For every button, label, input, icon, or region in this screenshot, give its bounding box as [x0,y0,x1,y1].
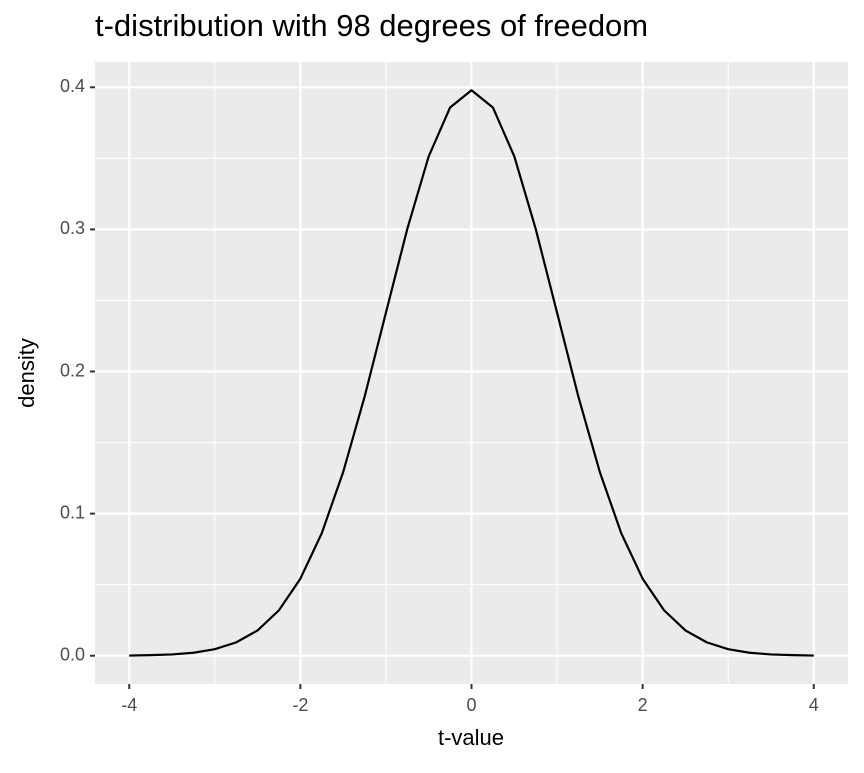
y-tick-label: 0.4 [60,76,85,96]
x-tick-label: 2 [638,695,648,715]
x-tick-label: -2 [292,695,308,715]
x-tick-label: 4 [809,695,819,715]
y-tick-label: 0.0 [60,644,85,664]
chart-title: t-distribution with 98 degrees of freedo… [95,8,648,43]
x-tick-label: -4 [121,695,137,715]
y-tick-label: 0.2 [60,360,85,380]
y-axis-label: density [14,338,39,408]
y-tick-label: 0.1 [60,502,85,522]
y-tick-label: 0.3 [60,218,85,238]
density-line [129,89,814,657]
x-tick-label: 0 [466,695,476,715]
x-axis-label: t-value [438,725,504,750]
